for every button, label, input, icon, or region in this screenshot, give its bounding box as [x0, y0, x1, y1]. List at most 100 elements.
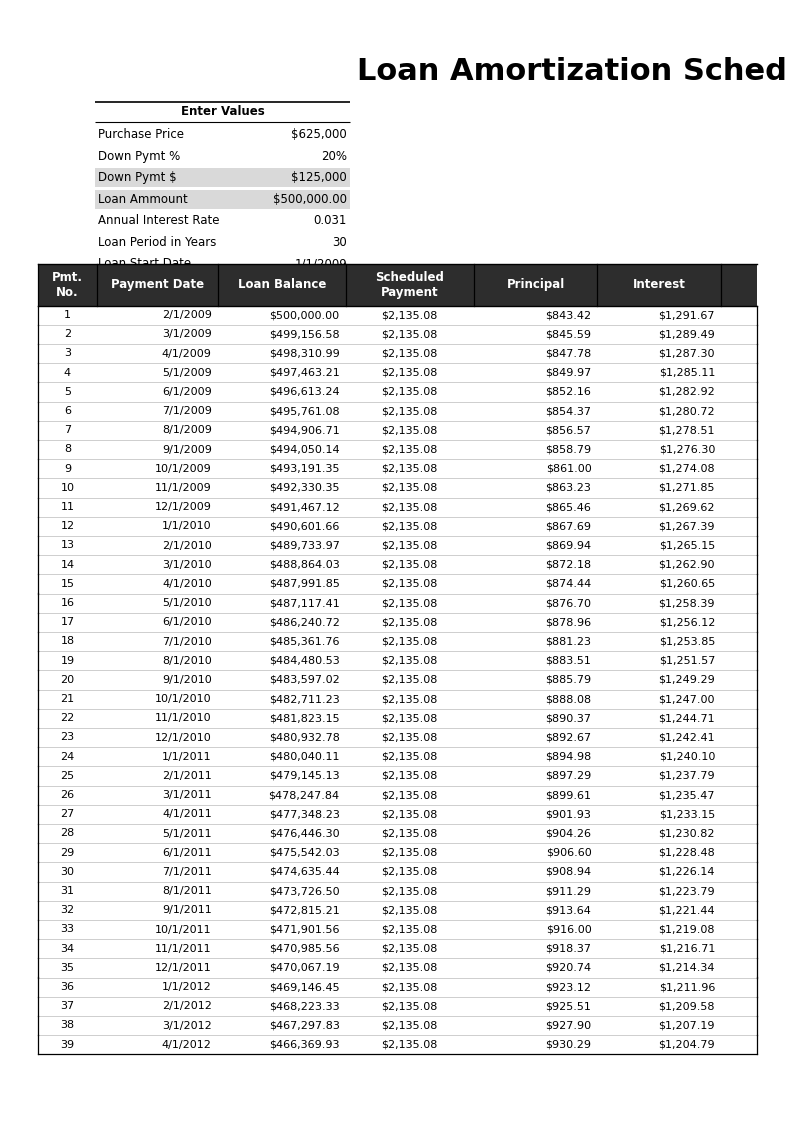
Text: $2,135.08: $2,135.08 [382, 560, 438, 570]
Text: $916.00: $916.00 [545, 925, 591, 934]
Text: 8/1/2010: 8/1/2010 [162, 655, 211, 665]
Text: $2,135.08: $2,135.08 [382, 425, 438, 435]
Text: $1,233.15: $1,233.15 [659, 809, 715, 819]
Text: 1/1/2010: 1/1/2010 [162, 522, 211, 532]
Text: $2,135.08: $2,135.08 [382, 579, 438, 589]
Text: $1,247.00: $1,247.00 [658, 695, 715, 704]
Text: 26: 26 [60, 790, 75, 800]
Text: $1,274.08: $1,274.08 [658, 464, 715, 473]
Text: 5: 5 [64, 387, 71, 397]
Text: 5/1/2009: 5/1/2009 [162, 368, 211, 378]
Text: 0.031: 0.031 [313, 215, 347, 227]
Text: $2,135.08: $2,135.08 [382, 733, 438, 743]
Text: $2,135.08: $2,135.08 [382, 444, 438, 454]
Text: 23: 23 [60, 733, 75, 743]
Text: $1,271.85: $1,271.85 [658, 483, 715, 493]
Text: $469,146.45: $469,146.45 [269, 982, 339, 992]
Text: Interest: Interest [633, 279, 685, 291]
Text: 6/1/2011: 6/1/2011 [162, 847, 211, 858]
Text: 9: 9 [64, 464, 71, 473]
Text: $2,135.08: $2,135.08 [382, 1021, 438, 1031]
Text: $1,276.30: $1,276.30 [659, 444, 715, 454]
Text: $849.97: $849.97 [545, 368, 591, 378]
Text: $493,191.35: $493,191.35 [270, 464, 339, 473]
Text: $488,864.03: $488,864.03 [269, 560, 339, 570]
Text: $2,135.08: $2,135.08 [382, 636, 438, 646]
Text: 7/1/2009: 7/1/2009 [162, 406, 211, 416]
Text: 6: 6 [64, 406, 71, 416]
Text: 3/1/2009: 3/1/2009 [162, 329, 211, 339]
Text: $499,156.58: $499,156.58 [269, 329, 339, 339]
Text: $487,991.85: $487,991.85 [269, 579, 339, 589]
Text: $1,289.49: $1,289.49 [658, 329, 715, 339]
Text: $904.26: $904.26 [545, 828, 591, 839]
Text: 7/1/2011: 7/1/2011 [162, 867, 211, 877]
Text: $1,230.82: $1,230.82 [658, 828, 715, 839]
Text: $908.94: $908.94 [545, 867, 591, 877]
Text: 5/1/2011: 5/1/2011 [162, 828, 211, 839]
Text: $2,135.08: $2,135.08 [382, 655, 438, 665]
Text: $2,135.08: $2,135.08 [382, 828, 438, 839]
Text: $1,209.58: $1,209.58 [658, 1001, 715, 1012]
Text: 10/1/2010: 10/1/2010 [155, 695, 211, 704]
Text: $487,117.41: $487,117.41 [269, 598, 339, 608]
Text: $2,135.08: $2,135.08 [382, 387, 438, 397]
Text: 6/1/2010: 6/1/2010 [162, 617, 211, 627]
Text: $479,145.13: $479,145.13 [269, 771, 339, 781]
Text: 3/1/2011: 3/1/2011 [162, 790, 211, 800]
Text: $1,260.65: $1,260.65 [659, 579, 715, 589]
Text: $878.96: $878.96 [545, 617, 591, 627]
Text: $485,361.76: $485,361.76 [270, 636, 339, 646]
Text: $854.37: $854.37 [545, 406, 591, 416]
Text: 25: 25 [60, 771, 75, 781]
Text: 10/1/2009: 10/1/2009 [155, 464, 211, 473]
Text: 34: 34 [60, 944, 75, 953]
Text: 2/1/2010: 2/1/2010 [162, 541, 211, 551]
Text: $865.46: $865.46 [545, 502, 591, 513]
Text: $881.23: $881.23 [545, 636, 591, 646]
Text: 1/1/2011: 1/1/2011 [162, 752, 211, 762]
Text: $482,711.23: $482,711.23 [269, 695, 339, 704]
Text: $2,135.08: $2,135.08 [382, 963, 438, 973]
Text: $1,204.79: $1,204.79 [658, 1040, 715, 1050]
Text: $497,463.21: $497,463.21 [269, 368, 339, 378]
Text: 4/1/2012: 4/1/2012 [162, 1040, 211, 1050]
Text: 4/1/2010: 4/1/2010 [162, 579, 211, 589]
Text: $885.79: $885.79 [545, 674, 591, 685]
Text: $897.29: $897.29 [545, 771, 591, 781]
Text: $492,330.35: $492,330.35 [270, 483, 339, 493]
Text: $468,223.33: $468,223.33 [269, 1001, 339, 1012]
Text: $1,278.51: $1,278.51 [658, 425, 715, 435]
Text: $874.44: $874.44 [545, 579, 591, 589]
Text: $2,135.08: $2,135.08 [382, 905, 438, 915]
Text: $477,348.23: $477,348.23 [269, 809, 339, 819]
Text: 27: 27 [60, 809, 75, 819]
Text: $883.51: $883.51 [545, 655, 591, 665]
Text: 3/1/2012: 3/1/2012 [162, 1021, 211, 1031]
Text: $1,216.71: $1,216.71 [659, 944, 715, 953]
Text: $906.60: $906.60 [545, 847, 591, 858]
Text: $1,249.29: $1,249.29 [658, 674, 715, 685]
Text: 10/1/2011: 10/1/2011 [155, 925, 211, 934]
Text: Annual Interest Rate: Annual Interest Rate [98, 215, 219, 227]
FancyBboxPatch shape [38, 264, 757, 306]
Text: $1,244.71: $1,244.71 [658, 714, 715, 724]
Text: $2,135.08: $2,135.08 [382, 771, 438, 781]
FancyBboxPatch shape [95, 190, 350, 209]
Text: $471,901.56: $471,901.56 [270, 925, 339, 934]
Text: $467,297.83: $467,297.83 [269, 1021, 339, 1031]
Text: Loan Balance: Loan Balance [238, 279, 326, 291]
Text: $2,135.08: $2,135.08 [382, 982, 438, 992]
Text: $925.51: $925.51 [545, 1001, 591, 1012]
Text: $1,211.96: $1,211.96 [659, 982, 715, 992]
Text: $489,733.97: $489,733.97 [269, 541, 339, 551]
Text: 2/1/2009: 2/1/2009 [162, 310, 211, 320]
Text: 17: 17 [60, 617, 75, 627]
Text: Purchase Price: Purchase Price [98, 128, 184, 142]
Text: 18: 18 [60, 636, 75, 646]
Text: 11/1/2009: 11/1/2009 [155, 483, 211, 493]
Text: $1,258.39: $1,258.39 [658, 598, 715, 608]
Text: $913.64: $913.64 [545, 905, 591, 915]
Text: 8: 8 [64, 444, 71, 454]
Text: $1,235.47: $1,235.47 [658, 790, 715, 800]
